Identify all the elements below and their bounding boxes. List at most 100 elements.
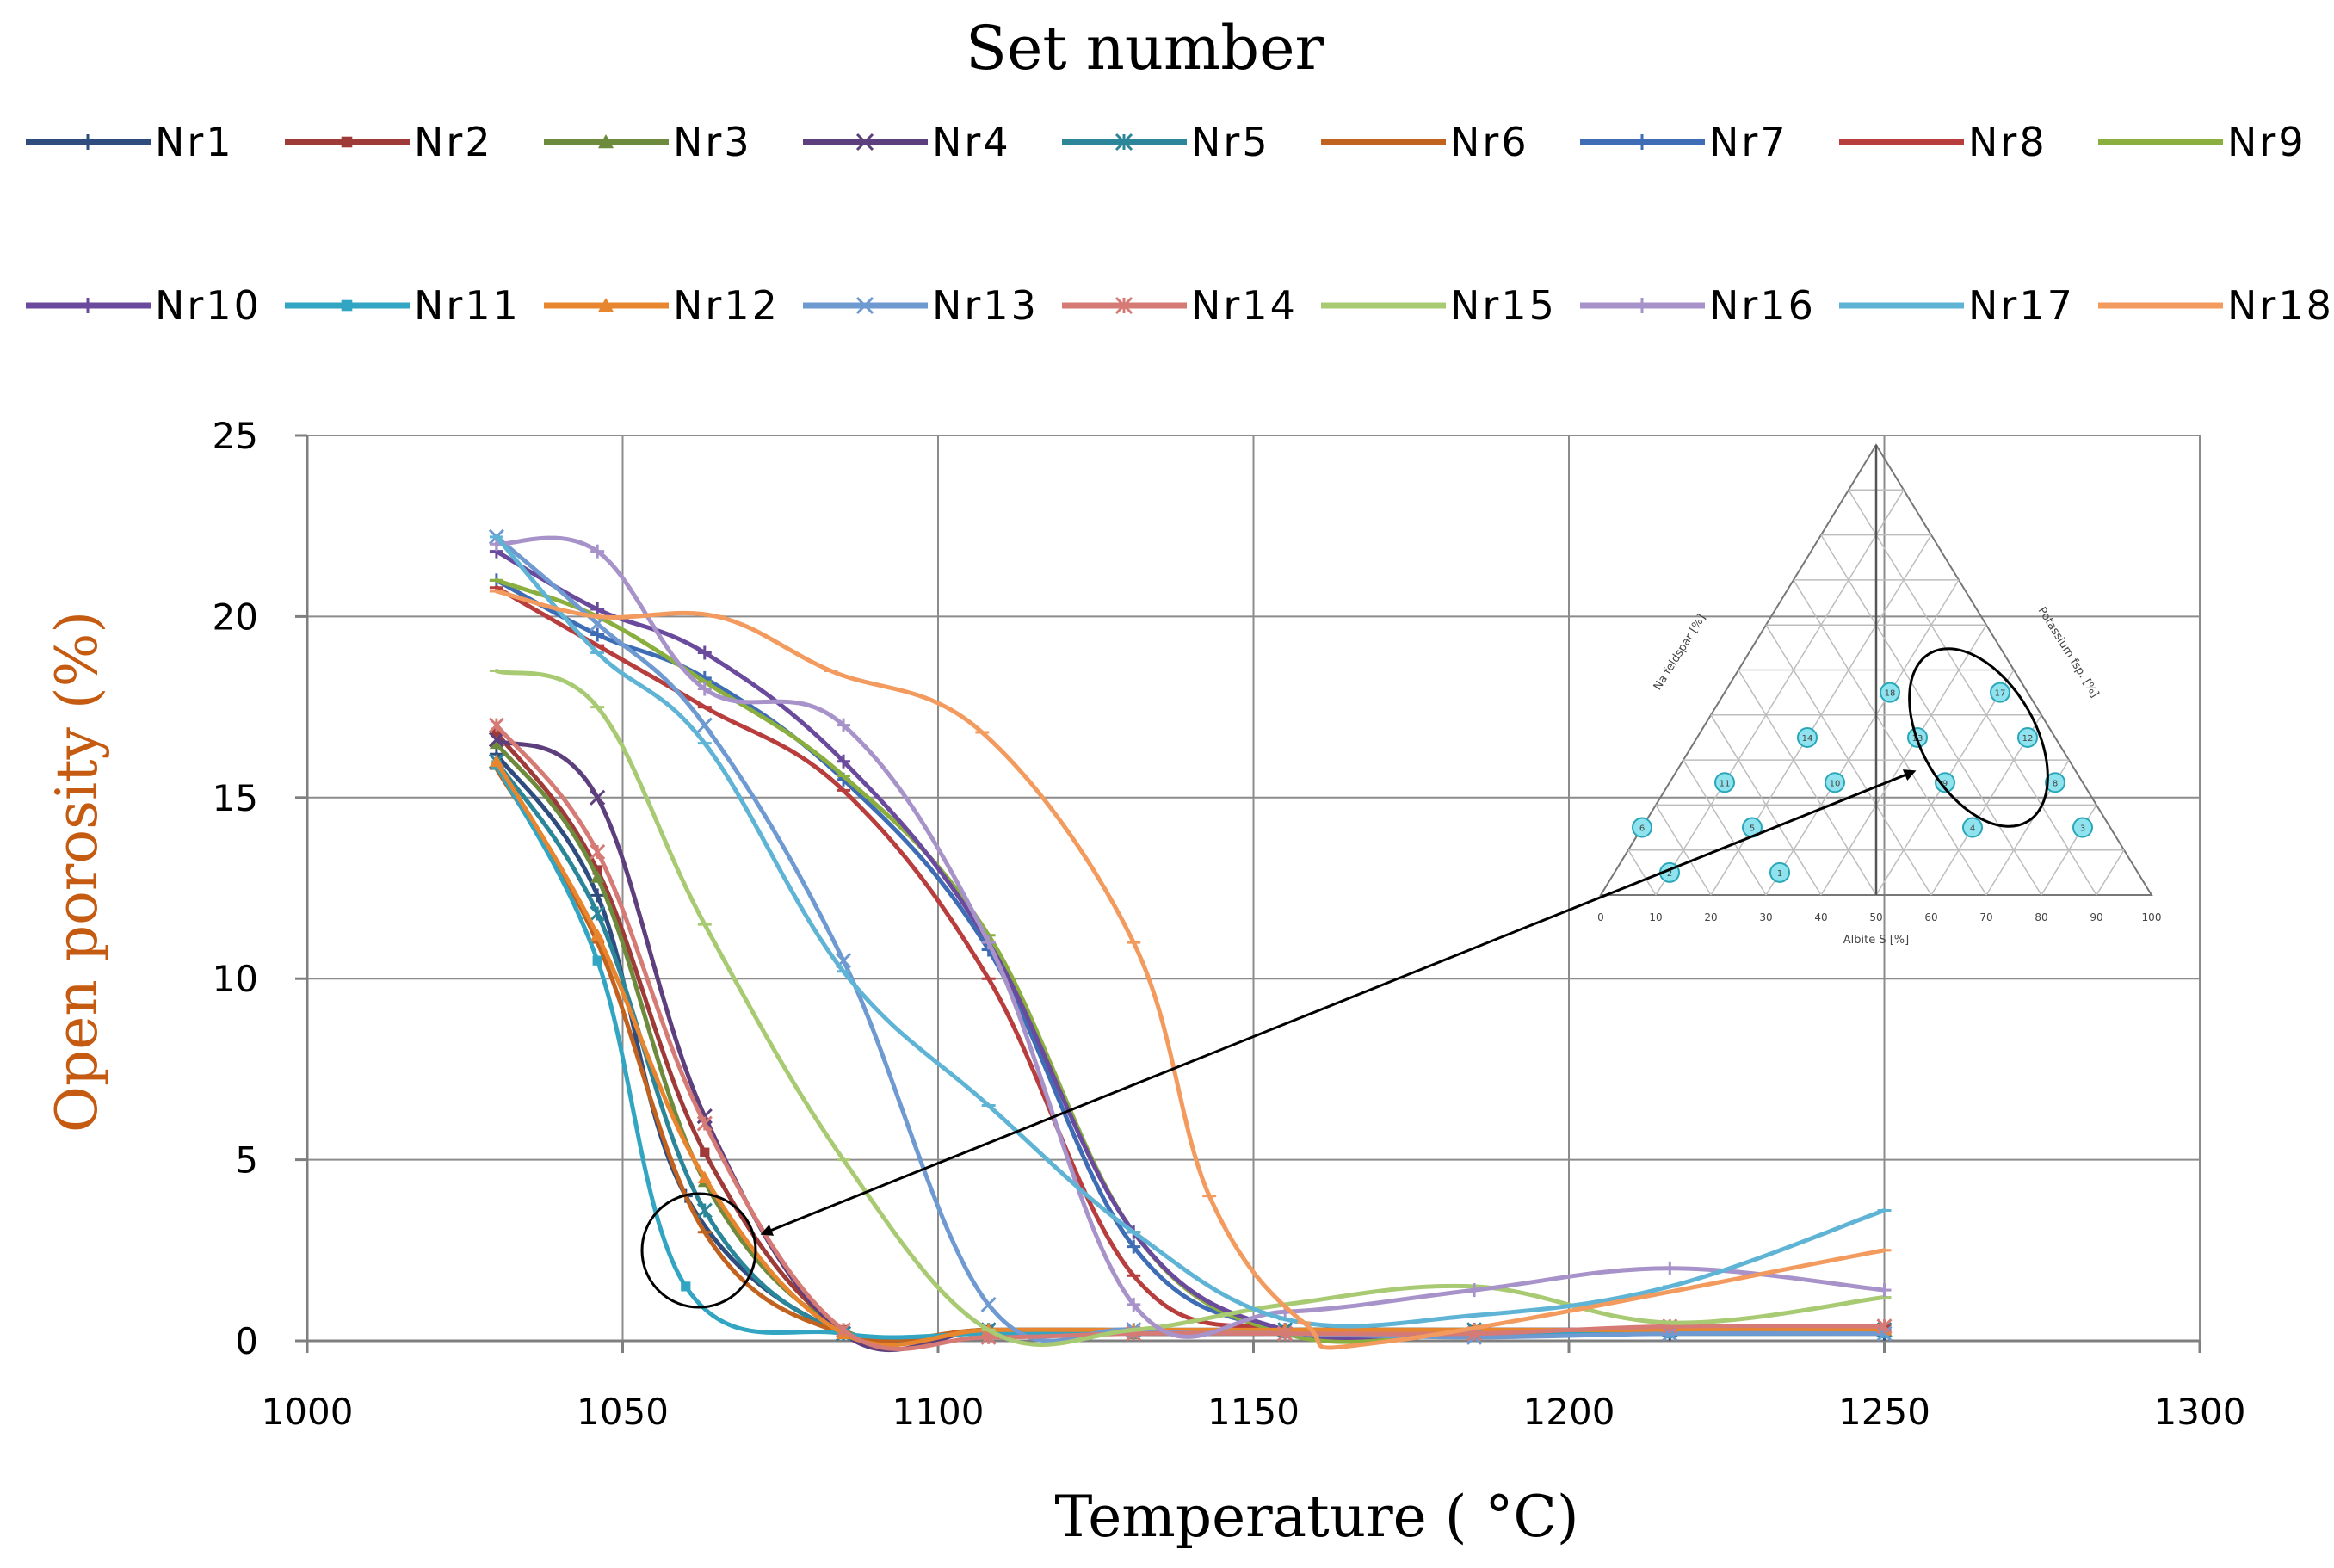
legend-label: Nr13: [932, 282, 1039, 329]
series-line: [494, 762, 1886, 1340]
legend-label: Nr11: [414, 282, 521, 329]
data-point: [696, 717, 713, 733]
ternary-point: 1: [1769, 861, 1790, 883]
ternary-point-label: 4: [1970, 824, 1975, 834]
data-point: [837, 754, 851, 769]
ternary-point-label: 12: [2022, 734, 2034, 744]
data-point: [697, 645, 712, 660]
legend-marker: [598, 134, 614, 149]
legend-item-nr4: Nr4: [803, 119, 1011, 165]
legend-label: Nr5: [1191, 119, 1270, 165]
ternary-gridline: [1793, 579, 1987, 896]
data-point: [592, 955, 602, 966]
series-nr5: [488, 753, 1893, 1345]
data-point: [1277, 1325, 1294, 1342]
legend-item-nr1: Nr1: [26, 119, 234, 165]
legend-label: Nr7: [1709, 119, 1788, 165]
series-nr12: [489, 754, 1892, 1348]
series-line: [494, 759, 1886, 1345]
data-point: [590, 602, 605, 616]
data-point: [590, 888, 605, 903]
series-line: [494, 534, 1886, 1343]
y-tick-label: 0: [235, 1320, 258, 1362]
ternary-tick-label: 90: [2090, 911, 2102, 923]
ternary-point-label: 10: [1830, 779, 1841, 788]
data-point: [489, 736, 503, 750]
series-line: [494, 759, 1886, 1348]
data-point: [1467, 1283, 1482, 1298]
legend-item-nr10: Nr10: [26, 282, 262, 329]
legend-marker: [1634, 134, 1650, 150]
chart-grid: [306, 435, 2201, 1342]
legend-item-nr8: Nr8: [1839, 119, 2047, 165]
series-nr4: [488, 732, 1893, 1353]
ternary-gridline: [2096, 849, 2125, 896]
ternary-point: 3: [2072, 817, 2093, 838]
ternary-gridline: [1765, 579, 1960, 896]
legend-item-nr11: Nr11: [285, 282, 521, 329]
ternary-tick-label: 70: [1979, 911, 1992, 923]
ternary-point: 8: [2045, 772, 2065, 793]
data-point: [489, 754, 503, 768]
data-point: [837, 718, 851, 732]
ternary-inset: 0 10 20 30 40 50 60 70 80 90 100 Albite S [%] Na fel…: [1597, 443, 2161, 947]
legend-item-nr5: Nr5: [1062, 119, 1270, 165]
ternary-point: 12: [2017, 726, 2038, 748]
data-point: [1876, 1325, 1893, 1342]
data-point: [697, 682, 712, 696]
ternary-point: 17: [1990, 682, 2010, 703]
x-tick-label: 1200: [1523, 1391, 1615, 1433]
legend-label: Nr10: [155, 282, 262, 329]
legend-label: Nr8: [1968, 119, 2047, 165]
legend-label: Nr1: [155, 119, 234, 165]
y-tick-label: 15: [213, 777, 258, 819]
ternary-point: 4: [1962, 817, 1983, 838]
series-nr11: [491, 760, 1890, 1340]
legend-marker: [341, 299, 353, 312]
legend-label: Nr16: [1709, 282, 1816, 329]
ternary-point-label: 18: [1885, 689, 1896, 699]
data-point: [1663, 1261, 1677, 1275]
legend-marker: [80, 298, 96, 313]
ternary-gridline: [1655, 489, 1905, 896]
legend-item-nr6: Nr6: [1321, 119, 1527, 165]
annotation-layer: [640, 647, 2049, 1309]
legend-marker: [341, 136, 353, 148]
legend-label: Nr4: [932, 119, 1011, 165]
ternary-point-label: 11: [1720, 779, 1731, 788]
ternary-tick-label: 20: [1704, 911, 1717, 923]
data-point: [590, 544, 605, 559]
data-point: [590, 789, 606, 806]
data-point: [590, 615, 606, 632]
ternary-point-label: 14: [1802, 734, 1813, 744]
x-tick-label: 1050: [577, 1391, 669, 1433]
y-tick-label: 25: [213, 415, 258, 457]
legend-label: Nr3: [673, 119, 752, 165]
legend-label: Nr15: [1450, 282, 1557, 329]
ternary-point-label: 5: [1750, 824, 1755, 834]
data-point: [835, 1322, 852, 1338]
legend: Set number Nr1 Nr2 Nr3 Nr4 Nr5 Nr6 Nr7 Nr8 Nr9 Nr…: [26, 13, 2331, 329]
series-nr2: [491, 727, 1890, 1347]
legend-marker: [80, 134, 96, 150]
legend-label: Nr9: [2227, 119, 2306, 165]
series-nr14: [488, 717, 1893, 1351]
series-nr15: [489, 669, 1892, 1347]
ternary-point: 6: [1632, 817, 1652, 838]
legend-item-nr2: Nr2: [285, 119, 491, 165]
legend-marker: [1115, 133, 1133, 151]
ternary-tick-label: 50: [1869, 911, 1882, 923]
ternary-bottom-axis-label: Albite S [%]: [1843, 934, 1909, 947]
ternary-point: 10: [1825, 772, 1845, 793]
series-nr3: [489, 736, 1892, 1344]
series-nr1: [489, 747, 1892, 1346]
ternary-point-label: 3: [2080, 824, 2085, 834]
data-point: [696, 1202, 713, 1219]
legend-item-nr12: Nr12: [544, 282, 777, 329]
legend-marker: [855, 133, 874, 151]
ternary-point: 9: [1935, 772, 1955, 793]
ternary-point-label: 1: [1777, 869, 1782, 879]
legend-title: Set number: [966, 13, 1324, 83]
ternary-tick-label: 0: [1597, 911, 1604, 923]
